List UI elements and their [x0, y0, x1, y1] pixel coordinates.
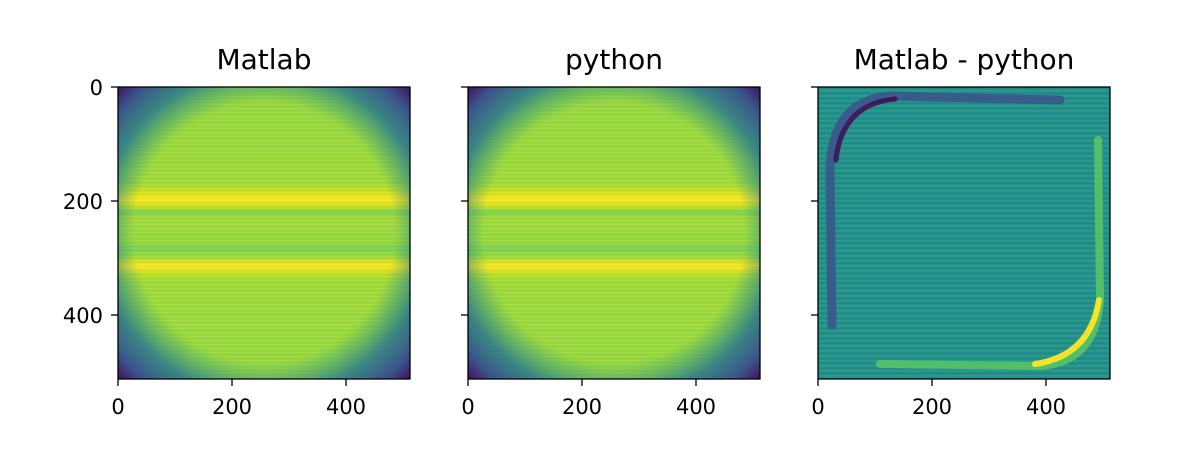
panel-difference: Matlab - python 0 200 400: [811, 43, 1111, 419]
y-axis: 0 200 400: [63, 76, 118, 328]
x-tick-label: 0: [461, 395, 474, 419]
x-tick-label: 400: [1026, 395, 1066, 419]
x-tick-label: 200: [912, 395, 952, 419]
x-tick-label: 400: [676, 395, 716, 419]
panel-python: python 0 200 400: [461, 43, 761, 419]
panel-title: Matlab: [216, 43, 311, 76]
axes-frame: [467, 86, 761, 380]
heatmap-image: [818, 87, 1110, 379]
x-tick-label: 200: [562, 395, 602, 419]
x-tick-label: 0: [811, 395, 824, 419]
x-axis: 0 200 400: [111, 379, 366, 419]
y-tick-label: 400: [63, 304, 103, 328]
y-tick-label: 0: [90, 76, 103, 100]
axes-frame: [817, 86, 1111, 380]
x-tick-label: 400: [326, 395, 366, 419]
heatmap-image: [468, 87, 760, 379]
x-axis: 0 200 400: [811, 379, 1066, 419]
heatmap-image: [118, 87, 410, 379]
y-axis: [461, 86, 468, 316]
y-axis: [811, 86, 818, 316]
y-tick-label: 200: [63, 190, 103, 214]
x-tick-label: 200: [212, 395, 252, 419]
panel-title: Matlab - python: [854, 43, 1075, 76]
x-axis: 0 200 400: [461, 379, 716, 419]
panel-matlab: Matlab 0 200 400 0 200 400: [63, 43, 411, 419]
axes-frame: [117, 86, 411, 380]
panel-title: python: [565, 43, 663, 76]
x-tick-label: 0: [111, 395, 124, 419]
